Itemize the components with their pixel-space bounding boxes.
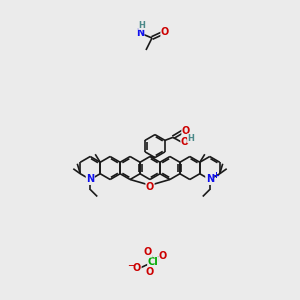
Text: N: N xyxy=(206,175,214,184)
Text: N: N xyxy=(136,28,144,38)
Text: H: H xyxy=(188,134,194,143)
Text: O: O xyxy=(146,267,154,277)
Text: O: O xyxy=(133,263,141,273)
Text: O: O xyxy=(144,247,152,257)
Text: H: H xyxy=(139,20,145,29)
Text: N: N xyxy=(86,175,94,184)
Text: O: O xyxy=(182,126,190,136)
Text: −: − xyxy=(128,262,134,271)
Text: Cl: Cl xyxy=(148,257,158,267)
Text: +: + xyxy=(212,171,219,180)
Text: O: O xyxy=(181,137,189,147)
Text: O: O xyxy=(161,27,169,37)
Text: O: O xyxy=(159,251,167,261)
Text: O: O xyxy=(146,182,154,192)
